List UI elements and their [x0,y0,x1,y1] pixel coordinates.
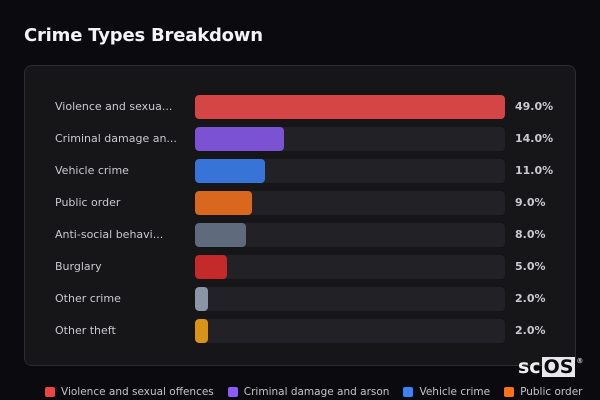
bar-value: 2.0% [515,292,546,305]
bar-fill[interactable] [195,223,246,247]
bar-track [195,255,505,279]
bar-fill[interactable] [195,95,505,119]
bar-fill[interactable] [195,287,208,311]
watermark-logo: sc OS ® [518,357,583,377]
legend-label: Violence and sexual offences [61,386,214,398]
bar-fill[interactable] [195,127,284,151]
bar-label: Anti-social behavi... [55,228,164,241]
bar-label: Vehicle crime [55,164,129,177]
bar-fill[interactable] [195,191,252,215]
bar-value: 11.0% [515,164,554,177]
legend-label: Public order [520,386,583,398]
legend-swatch-icon [45,387,55,397]
bar-fill[interactable] [195,255,227,279]
bar-label: Criminal damage an... [55,132,177,145]
bar-row: Other crime 2.0% [25,287,575,311]
bar-track [195,287,505,311]
bar-row: Public order 9.0% [25,191,575,215]
registered-icon: ® [576,357,584,365]
bar-label: Other theft [55,324,116,337]
bar-row: Burglary 5.0% [25,255,575,279]
legend-swatch-icon [227,387,238,397]
bar-value: 49.0% [515,100,554,113]
chart-legend: Violence and sexual offences Criminal da… [45,386,582,398]
bar-row: Criminal damage an... 14.0% [25,127,575,151]
bar-value: 5.0% [515,260,546,273]
bar-track [195,95,505,119]
chart-title: Crime Types Breakdown [24,25,263,46]
bar-row: Other theft 2.0% [25,319,575,343]
watermark-boxed: OS [541,356,576,378]
legend-item[interactable]: Public order [504,386,582,398]
legend-item[interactable]: Criminal damage and arson [227,386,390,398]
chart-card: Violence and sexua... 49.0% Criminal dam… [24,65,576,366]
bar-row: Violence and sexua... 49.0% [25,95,575,119]
bar-track [195,223,505,247]
bar-fill[interactable] [195,159,265,183]
bar-row: Anti-social behavi... 8.0% [25,223,575,247]
bar-track [195,159,505,183]
legend-label: Criminal damage and arson [243,386,390,398]
legend-swatch-icon [504,387,515,397]
legend-item[interactable]: Violence and sexual offences [45,386,214,398]
bar-row: Vehicle crime 11.0% [25,159,575,183]
bar-value: 8.0% [515,228,546,241]
bar-label: Other crime [55,292,121,305]
bar-label: Public order [55,196,121,209]
legend-swatch-icon [403,387,414,397]
legend-label: Vehicle crime [419,386,491,398]
bar-value: 2.0% [515,324,546,337]
bar-label: Violence and sexua... [55,100,173,113]
watermark-prefix: sc [518,356,541,378]
bar-track [195,127,505,151]
bar-fill[interactable] [195,319,208,343]
bar-track [195,319,505,343]
bar-value: 14.0% [515,132,554,145]
bar-value: 9.0% [515,196,546,209]
legend-item[interactable]: Vehicle crime [403,386,490,398]
bar-track [195,191,505,215]
bar-label: Burglary [55,260,102,273]
